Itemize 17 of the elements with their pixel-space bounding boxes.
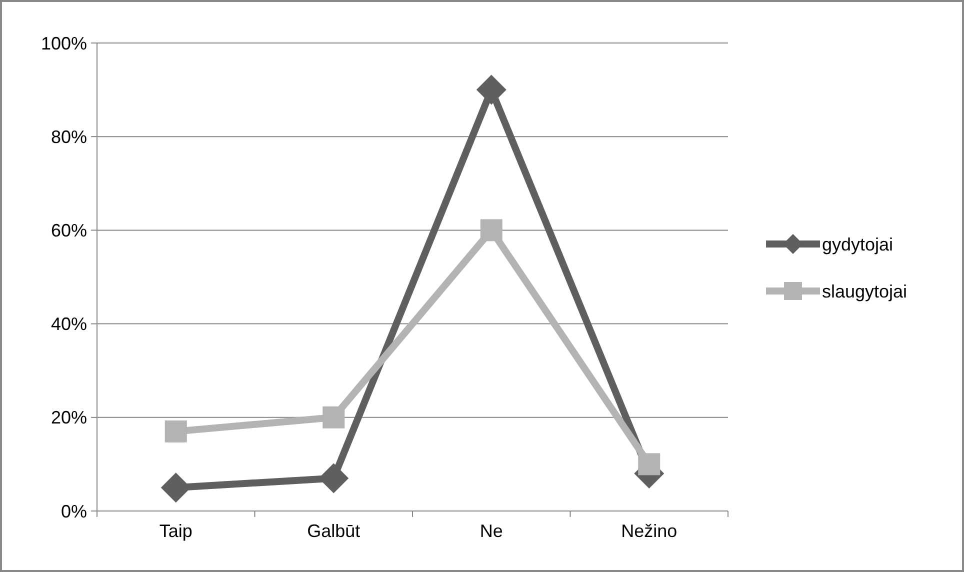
y-tick-label: 20% [50, 408, 87, 428]
y-tick-label: 80% [50, 126, 87, 147]
y-tick-label: 60% [50, 220, 87, 240]
point [638, 453, 660, 476]
x-tick-label: Ne [480, 521, 503, 541]
y-tick-label: 0% [60, 501, 87, 522]
y-tick-label: 100% [40, 33, 87, 54]
legend-label: gydytojai [822, 234, 894, 254]
point [476, 74, 506, 105]
x-tick-label: Galbūt [307, 521, 360, 541]
point [322, 406, 345, 428]
y-tick-label: 40% [50, 314, 87, 334]
point [480, 219, 502, 242]
point [164, 420, 187, 442]
x-tick-label: Taip [159, 521, 192, 541]
legend-label: slaugytojai [822, 281, 908, 302]
x-tick-label: Nežino [621, 521, 678, 541]
